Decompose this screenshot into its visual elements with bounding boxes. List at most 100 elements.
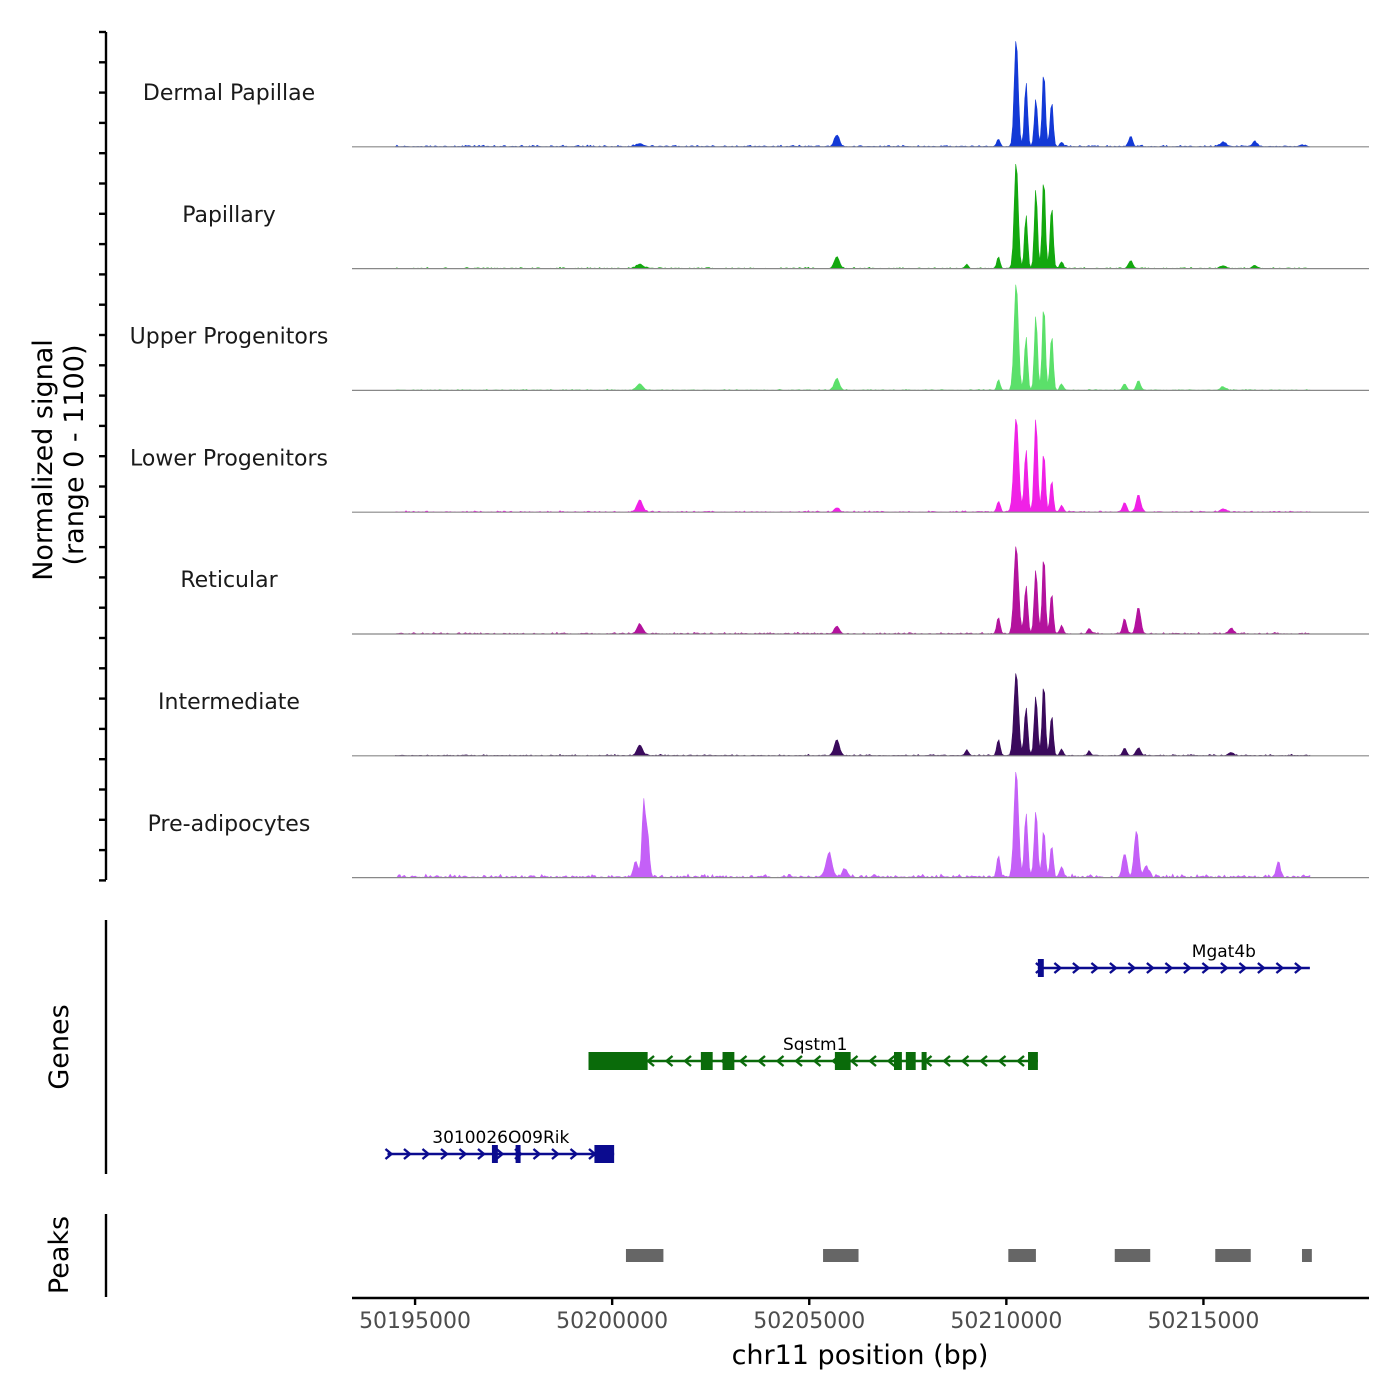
strand-arrow: [532, 1148, 542, 1160]
peak-region: [1114, 1249, 1151, 1262]
track-lower-progenitors: Lower Progenitors: [130, 419, 1369, 513]
coverage-area-papillary: [395, 163, 1311, 269]
gene-exon: [515, 1145, 521, 1163]
gene-exon: [1037, 959, 1044, 977]
gene-exon: [588, 1052, 648, 1070]
gene-annotation-track: Mgat4b Sqstm1 3010026O09Rik: [384, 942, 1310, 1163]
track-label-upper-progenitors: Upper Progenitors: [130, 325, 329, 350]
x-tick-label: 50210000: [950, 1309, 1062, 1334]
peaks-panel-title: Peaks: [44, 1216, 75, 1294]
track-label-dermal-papillae: Dermal Papillae: [143, 81, 315, 106]
strand-arrow: [1220, 962, 1229, 974]
track-intermediate: Intermediate: [158, 673, 1369, 757]
peak-region: [1301, 1249, 1312, 1262]
track-reticular: Reticular: [180, 546, 1369, 635]
gene-exon: [700, 1052, 713, 1070]
gene-exon: [834, 1052, 851, 1070]
y-axis-title-line2: (range 0 - 1100): [59, 345, 90, 566]
strand-arrow: [384, 1148, 394, 1160]
track-label-reticular: Reticular: [180, 568, 278, 593]
strand-arrow: [495, 1148, 505, 1160]
strand-arrow: [960, 1055, 970, 1067]
x-axis-title: chr11 position (bp): [732, 1340, 989, 1371]
strand-arrow: [440, 1148, 449, 1160]
strand-arrow: [812, 1055, 822, 1067]
strand-arrow: [664, 1055, 674, 1067]
gene-label-3010026o09rik: 3010026O09Rik: [432, 1128, 569, 1148]
strand-arrow: [1257, 962, 1266, 974]
coverage-area-upper-progenitors: [395, 284, 1311, 391]
track-pre-adipocytes: Pre-adipocytes: [148, 771, 1369, 879]
strand-arrow: [738, 1055, 748, 1067]
coverage-area-lower-progenitors: [395, 419, 1311, 513]
gene-label-sqstm1: Sqstm1: [783, 1035, 847, 1055]
strand-arrow: [403, 1148, 412, 1160]
gene-exon: [722, 1052, 735, 1070]
strand-arrow: [458, 1148, 468, 1160]
gene-exon: [594, 1145, 615, 1163]
gene-exon: [905, 1052, 916, 1070]
strand-arrow: [757, 1055, 766, 1067]
track-label-pre-adipocytes: Pre-adipocytes: [148, 812, 311, 837]
strand-arrow: [1164, 962, 1174, 974]
strand-arrow: [569, 1148, 579, 1160]
peak-region: [625, 1249, 664, 1262]
track-label-intermediate: Intermediate: [158, 690, 300, 715]
track-upper-progenitors: Upper Progenitors: [130, 284, 1369, 391]
strand-arrow: [683, 1055, 692, 1067]
peak-regions-track: [625, 1249, 1312, 1262]
gene-mgat4b: Mgat4b: [1035, 942, 1310, 977]
strand-arrow: [942, 1055, 951, 1067]
strand-arrow: [1127, 962, 1137, 974]
x-tick-label: 50195000: [359, 1309, 471, 1334]
strand-arrow: [1053, 962, 1063, 974]
strand-arrow: [868, 1055, 877, 1067]
gene-exon: [894, 1052, 902, 1070]
gene-exon: [921, 1052, 927, 1070]
track-dermal-papillae: Dermal Papillae: [143, 41, 1369, 148]
strand-arrow: [979, 1055, 988, 1067]
gene-exon: [491, 1145, 498, 1163]
coverage-area-dermal-papillae: [395, 41, 1311, 148]
coverage-y-ticks: [99, 30, 106, 882]
coverage-area-intermediate: [395, 673, 1311, 757]
strand-arrow: [794, 1055, 803, 1067]
strand-arrow: [1294, 962, 1303, 974]
x-axis-ticks: 50195000 50200000 50205000 50210000 50215000: [359, 1298, 1259, 1334]
peak-region: [823, 1249, 859, 1262]
x-tick-label: 50215000: [1147, 1309, 1259, 1334]
strand-arrow: [1238, 962, 1248, 974]
gene-3010026o09rik: 3010026O09Rik: [384, 1128, 615, 1163]
strand-arrow: [1016, 1055, 1025, 1067]
track-papillary: Papillary: [182, 163, 1369, 270]
peak-region: [1008, 1249, 1036, 1262]
strand-arrow: [1201, 962, 1211, 974]
strand-arrow: [775, 1055, 785, 1067]
coverage-area-reticular: [395, 546, 1311, 635]
peak-region: [1215, 1249, 1251, 1262]
x-tick-label: 50200000: [556, 1309, 668, 1334]
y-axis-title-line1: Normalized signal: [28, 339, 59, 581]
coverage-area-pre-adipocytes: [395, 771, 1311, 879]
strand-arrow: [646, 1055, 655, 1067]
strand-arrow: [1090, 962, 1100, 974]
genes-panel-title: Genes: [44, 1004, 75, 1089]
strand-arrow: [551, 1148, 560, 1160]
strand-arrow: [1146, 962, 1155, 974]
strand-arrow: [1275, 962, 1285, 974]
strand-arrow: [421, 1148, 431, 1160]
track-label-lower-progenitors: Lower Progenitors: [130, 446, 328, 471]
strand-arrow: [1109, 962, 1118, 974]
gene-exon: [1028, 1052, 1038, 1070]
gene-sqstm1: Sqstm1: [588, 1035, 1038, 1070]
strand-arrow: [477, 1148, 486, 1160]
strand-arrow: [1183, 962, 1192, 974]
track-label-papillary: Papillary: [182, 203, 276, 228]
strand-arrow: [886, 1055, 896, 1067]
gene-label-mgat4b: Mgat4b: [1192, 942, 1256, 962]
coverage-y-axis-title: Normalized signal (range 0 - 1100): [28, 339, 90, 581]
strand-arrow: [997, 1055, 1007, 1067]
strand-arrow: [1072, 962, 1081, 974]
coverage-tracks: Dermal Papillae Papillary Upper Progenitor…: [130, 41, 1369, 879]
